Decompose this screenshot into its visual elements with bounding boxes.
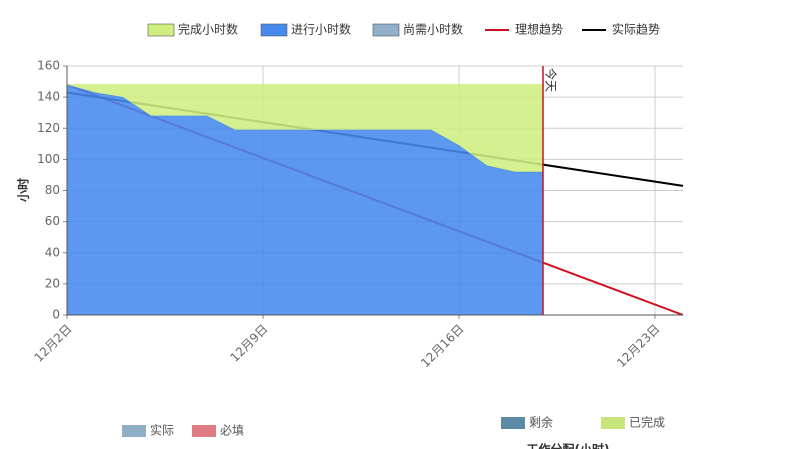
legend-swatch bbox=[260, 23, 288, 37]
legend-label: 尚需小时数 bbox=[403, 22, 463, 37]
x-tick-label: 12月23日 bbox=[614, 322, 662, 370]
legend-label: 完成小时数 bbox=[178, 22, 238, 37]
legend-label: 已完成 bbox=[629, 415, 665, 430]
legend-label: 实际 bbox=[150, 423, 174, 438]
x-tick-label: 12月9日 bbox=[228, 322, 271, 365]
y-tick-label: 160 bbox=[37, 59, 60, 73]
legend-swatch bbox=[501, 417, 525, 429]
y-tick-label: 80 bbox=[45, 183, 60, 197]
legend-swatch bbox=[192, 425, 216, 437]
y-tick-label: 40 bbox=[45, 245, 60, 259]
legend-swatch bbox=[147, 23, 175, 37]
legend-swatch bbox=[601, 417, 625, 429]
area-fill bbox=[67, 84, 543, 315]
legend-swatch bbox=[122, 425, 146, 437]
y-tick-label: 100 bbox=[37, 152, 60, 166]
area-fill bbox=[67, 84, 543, 172]
legend-label: 必填 bbox=[220, 424, 244, 438]
today-label: 今天 bbox=[544, 68, 559, 92]
y-tick-label: 120 bbox=[37, 121, 60, 135]
x-tick-label: 12月16日 bbox=[418, 322, 466, 370]
legend-label: 进行小时数 bbox=[291, 22, 351, 37]
legend-label: 实际趋势 bbox=[612, 22, 660, 37]
panel-title: 工作分配(小时) bbox=[527, 442, 610, 449]
legend-label: 理想趋势 bbox=[515, 22, 563, 37]
x-tick-label: 12月2日 bbox=[32, 322, 75, 365]
y-tick-label: 0 bbox=[52, 308, 60, 322]
y-tick-label: 60 bbox=[45, 214, 60, 228]
legend-swatch bbox=[372, 23, 400, 37]
legend-label: 剩余 bbox=[529, 415, 553, 430]
y-tick-label: 20 bbox=[45, 276, 60, 290]
y-tick-label: 140 bbox=[37, 90, 60, 104]
y-axis-label: 小时 bbox=[16, 178, 31, 202]
